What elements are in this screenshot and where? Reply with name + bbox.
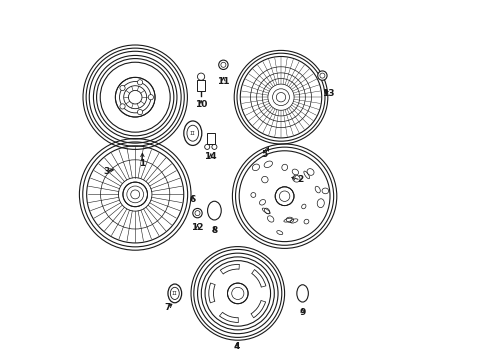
Circle shape — [137, 80, 143, 85]
Text: 1: 1 — [139, 159, 146, 168]
Ellipse shape — [168, 284, 182, 303]
Ellipse shape — [297, 285, 308, 302]
Ellipse shape — [208, 201, 221, 220]
Text: 8: 8 — [211, 226, 218, 235]
Circle shape — [193, 208, 202, 218]
Circle shape — [120, 104, 125, 109]
Text: II: II — [172, 291, 178, 296]
Text: II: II — [190, 131, 196, 136]
Text: 4: 4 — [234, 342, 240, 351]
Text: 6: 6 — [190, 195, 196, 204]
Text: 5: 5 — [262, 150, 268, 159]
Text: 10: 10 — [195, 100, 207, 109]
Circle shape — [123, 182, 147, 207]
Text: 12: 12 — [191, 223, 204, 232]
Circle shape — [227, 283, 248, 304]
Circle shape — [137, 109, 143, 115]
Bar — [197, 80, 205, 91]
Text: 2: 2 — [298, 175, 304, 184]
Circle shape — [275, 187, 294, 206]
Text: 7: 7 — [165, 303, 171, 312]
Circle shape — [219, 60, 228, 69]
Circle shape — [120, 85, 125, 91]
Circle shape — [115, 77, 155, 117]
Circle shape — [205, 144, 210, 149]
Text: 3: 3 — [103, 166, 110, 175]
Ellipse shape — [184, 121, 202, 145]
Circle shape — [212, 144, 217, 149]
Text: 13: 13 — [321, 89, 334, 98]
Circle shape — [148, 95, 153, 100]
Circle shape — [197, 73, 205, 80]
Circle shape — [318, 71, 327, 80]
Bar — [207, 133, 215, 144]
Text: 14: 14 — [204, 152, 217, 161]
Text: 11: 11 — [217, 77, 230, 85]
Text: 9: 9 — [299, 307, 306, 317]
